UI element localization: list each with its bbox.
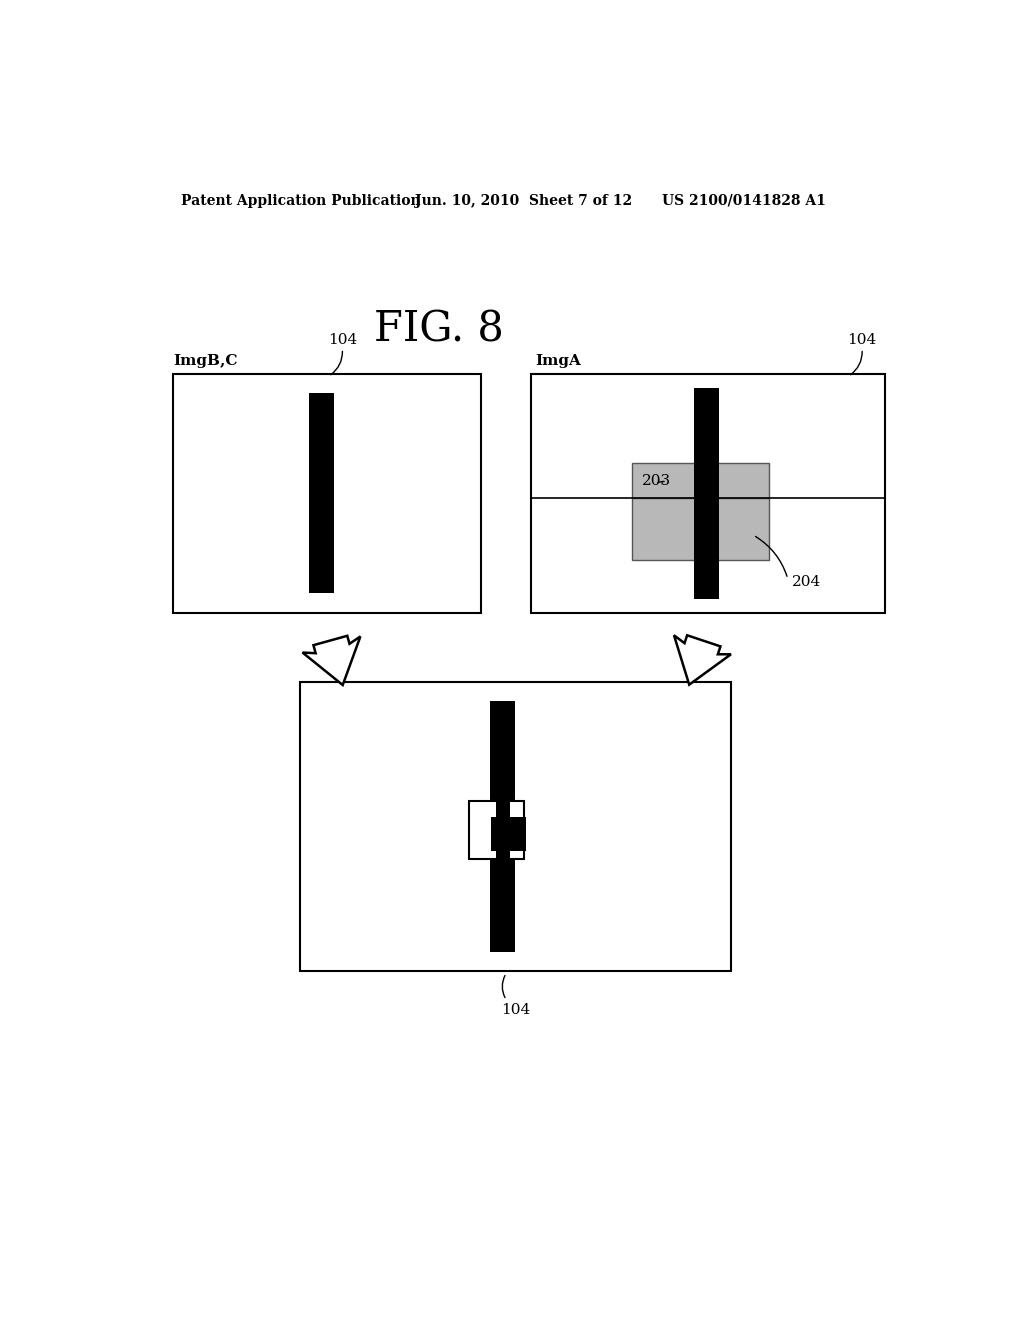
- Bar: [496, 801, 510, 859]
- Text: ImgA: ImgA: [535, 354, 581, 368]
- Bar: [632, 498, 769, 560]
- Bar: [469, 801, 524, 859]
- Bar: [490, 701, 515, 813]
- Text: Jun. 10, 2010  Sheet 7 of 12: Jun. 10, 2010 Sheet 7 of 12: [416, 194, 633, 207]
- Polygon shape: [674, 635, 731, 685]
- Bar: [490, 851, 515, 952]
- Bar: [694, 388, 719, 599]
- Text: 104: 104: [328, 333, 357, 347]
- Text: US 2100/0141828 A1: US 2100/0141828 A1: [662, 194, 825, 207]
- Bar: [300, 682, 731, 970]
- Text: Patent Application Publication: Patent Application Publication: [180, 194, 420, 207]
- Text: ImgB,C: ImgB,C: [173, 354, 238, 368]
- Bar: [531, 374, 885, 612]
- Text: 203: 203: [642, 474, 671, 488]
- Bar: [492, 817, 526, 851]
- Bar: [309, 393, 334, 594]
- Text: 104: 104: [501, 1003, 530, 1018]
- Text: 104: 104: [848, 333, 877, 347]
- Bar: [632, 462, 769, 498]
- Text: FIG. 8: FIG. 8: [374, 309, 504, 351]
- Bar: [173, 374, 481, 612]
- Bar: [694, 388, 719, 599]
- Polygon shape: [302, 636, 360, 685]
- Text: 204: 204: [792, 576, 821, 589]
